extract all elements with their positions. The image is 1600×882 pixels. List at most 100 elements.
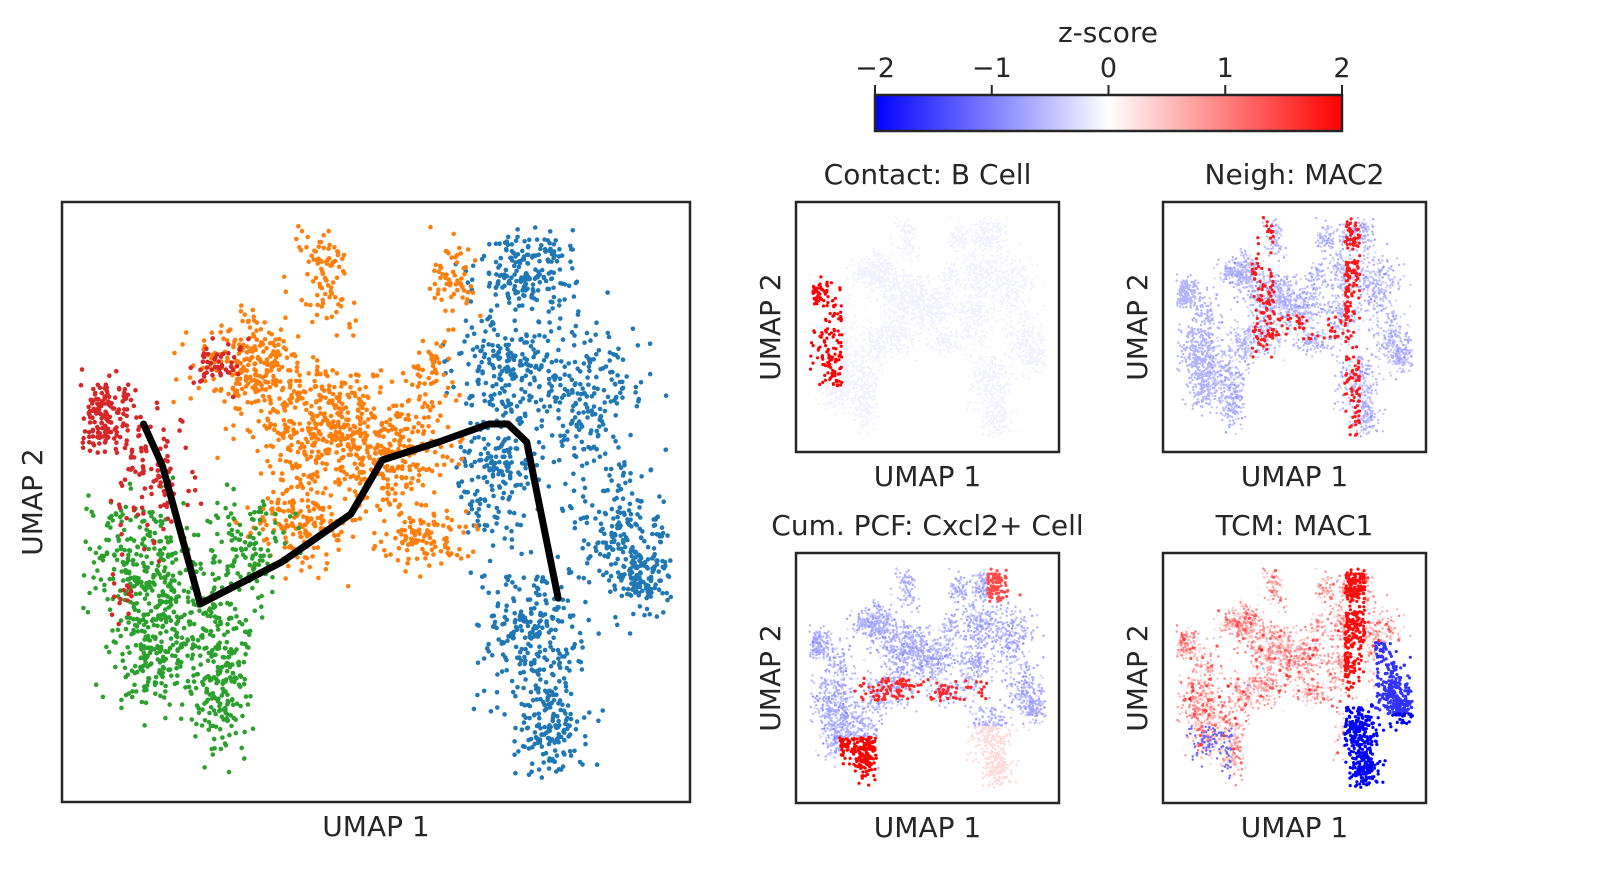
scatter-point	[494, 303, 500, 308]
scatter-point	[275, 499, 281, 505]
scatter-point	[140, 519, 145, 524]
scatter-point	[512, 752, 517, 757]
zscore-point	[980, 304, 983, 307]
scatter-point	[563, 680, 568, 686]
scatter-point	[111, 594, 117, 599]
scatter-point	[572, 520, 578, 525]
scatter-point	[573, 381, 578, 386]
zscore-point	[980, 340, 983, 344]
scatter-point	[309, 403, 314, 409]
scatter-point	[289, 395, 295, 401]
scatter-point	[242, 540, 248, 545]
scatter-point	[458, 282, 464, 288]
scatter-point	[650, 566, 655, 571]
scatter-point	[430, 359, 436, 365]
scatter-point	[253, 388, 258, 393]
scatter-point	[597, 551, 603, 557]
zscore-point	[1014, 254, 1017, 258]
scatter-point	[179, 635, 185, 640]
scatter-point	[525, 261, 531, 266]
scatter-point	[282, 545, 288, 550]
scatter-point	[222, 655, 227, 660]
scatter-point	[158, 513, 163, 519]
scatter-point	[534, 723, 540, 729]
scatter-point	[502, 275, 507, 281]
scatter-point	[191, 673, 196, 678]
scatter-point	[105, 435, 110, 441]
scatter-point	[441, 523, 446, 528]
zscore-point	[1017, 306, 1021, 309]
scatter-point	[535, 349, 541, 355]
scatter-point	[273, 511, 278, 517]
scatter-point	[107, 373, 112, 379]
zscore-point	[989, 242, 992, 245]
scatter-point	[198, 379, 203, 384]
zscore-point	[999, 309, 1002, 312]
scatter-point	[561, 676, 567, 681]
scatter-point	[298, 247, 304, 253]
zscore-point	[993, 221, 997, 225]
scatter-point	[525, 367, 530, 373]
scatter-point	[620, 496, 626, 502]
scatter-point	[249, 354, 255, 360]
scatter-point	[663, 563, 668, 569]
zscore-point	[990, 286, 993, 289]
scatter-point	[613, 561, 618, 566]
scatter-point	[264, 444, 269, 449]
scatter-point	[569, 377, 575, 383]
scatter-point	[294, 236, 299, 242]
scatter-point	[625, 586, 631, 592]
scatter-point	[628, 432, 633, 438]
scatter-point	[143, 444, 148, 449]
scatter-point	[585, 375, 590, 380]
scatter-point	[551, 285, 556, 291]
scatter-point	[456, 481, 461, 486]
zscore-point	[974, 268, 978, 271]
scatter-point	[605, 330, 611, 336]
zscore-point	[1025, 269, 1028, 272]
scatter-point	[319, 452, 325, 458]
zscore-point	[1015, 353, 1018, 356]
scatter-point	[334, 450, 339, 455]
scatter-point	[557, 679, 562, 684]
zscore-point	[1023, 311, 1026, 314]
scatter-point	[97, 441, 102, 446]
scatter-point	[528, 344, 534, 349]
scatter-point	[226, 655, 231, 660]
scatter-point	[579, 439, 585, 445]
scatter-point	[339, 414, 345, 420]
scatter-point	[156, 563, 161, 568]
scatter-point	[597, 406, 603, 412]
scatter-point	[133, 388, 138, 393]
scatter-point	[291, 421, 297, 427]
scatter-point	[431, 519, 437, 525]
zscore-point	[1022, 329, 1026, 333]
zscore-point	[980, 337, 983, 340]
scatter-point	[196, 710, 202, 716]
zscore-point	[968, 309, 971, 312]
scatter-point	[134, 562, 139, 567]
scatter-point	[397, 502, 403, 508]
zscore-point	[1010, 258, 1013, 262]
scatter-point	[665, 533, 670, 538]
scatter-point	[146, 546, 151, 552]
scatter-point	[202, 701, 207, 706]
scatter-point	[219, 362, 225, 368]
scatter-point	[576, 427, 582, 432]
scatter-point	[593, 545, 598, 550]
scatter-point	[243, 651, 248, 657]
scatter-point	[652, 522, 658, 528]
scatter-point	[442, 536, 447, 542]
scatter-point	[225, 338, 230, 343]
scatter-point	[324, 315, 330, 321]
scatter-point	[602, 408, 608, 414]
scatter-point	[552, 373, 558, 378]
scatter-point	[518, 612, 523, 618]
scatter-point	[397, 442, 403, 448]
zscore-point	[1015, 346, 1019, 349]
scatter-point	[549, 276, 555, 281]
zscore-point	[968, 306, 971, 310]
scatter-point	[615, 373, 620, 378]
scatter-point	[168, 636, 174, 641]
scatter-point	[618, 390, 623, 396]
